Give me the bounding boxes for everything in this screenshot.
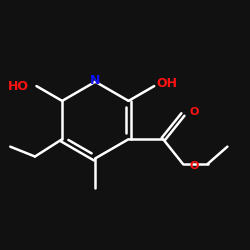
Text: O: O — [189, 162, 198, 172]
Text: O: O — [189, 107, 198, 117]
Text: HO: HO — [8, 80, 29, 92]
Text: OH: OH — [157, 77, 178, 90]
Text: N: N — [90, 74, 101, 87]
